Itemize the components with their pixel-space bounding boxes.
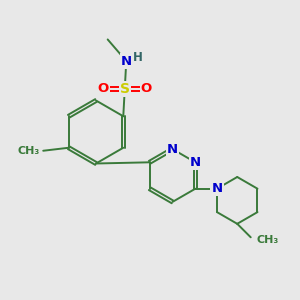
Text: N: N [212, 182, 223, 195]
Text: S: S [120, 82, 130, 96]
Text: H: H [133, 51, 142, 64]
Text: CH₃: CH₃ [256, 235, 278, 245]
Text: CH₃: CH₃ [17, 146, 40, 156]
Text: O: O [98, 82, 109, 95]
Text: N: N [190, 156, 201, 169]
Text: N: N [167, 142, 178, 156]
Text: N: N [212, 182, 223, 195]
Text: N: N [121, 55, 132, 68]
Text: O: O [141, 82, 152, 95]
